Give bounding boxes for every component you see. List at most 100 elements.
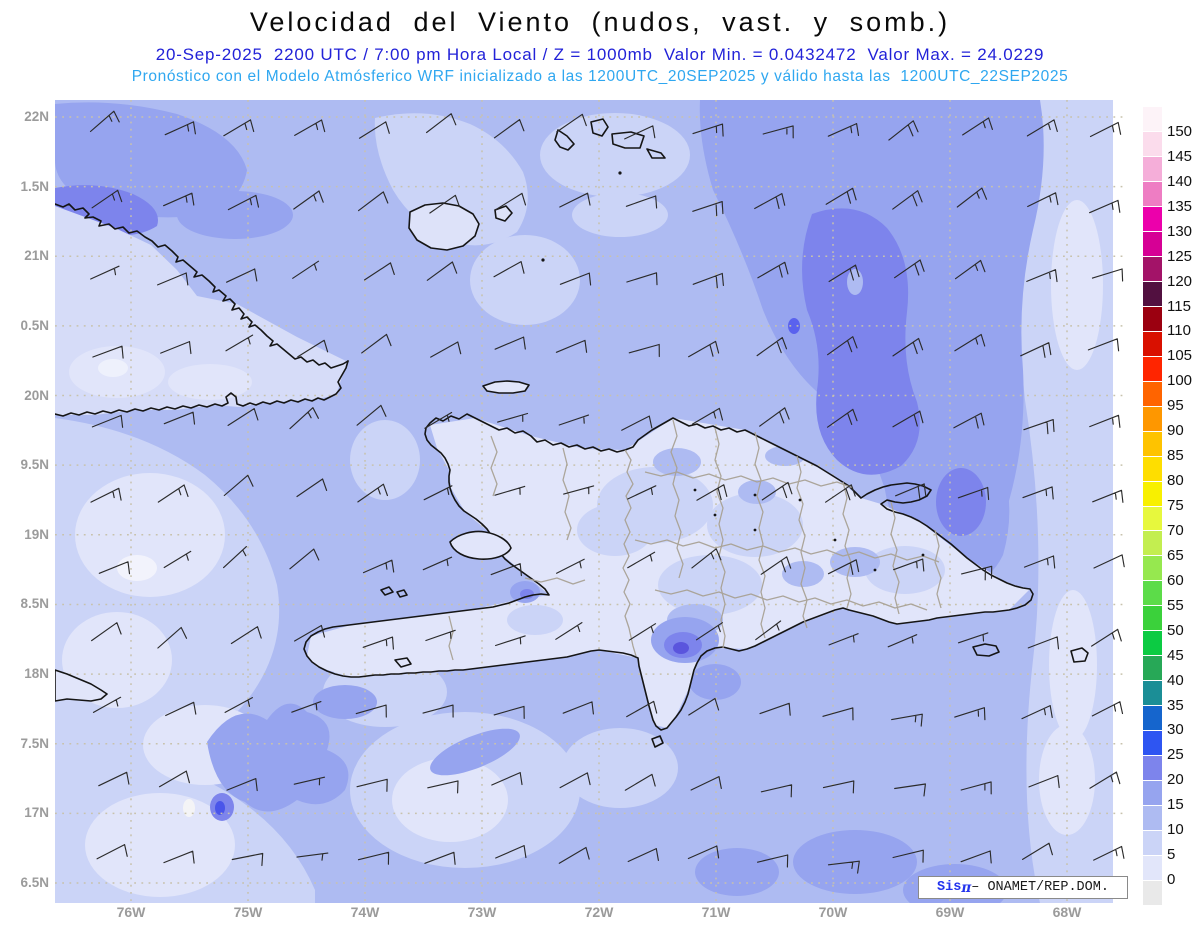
colorbar-band bbox=[1143, 606, 1162, 631]
colorbar-tick-label: 105 bbox=[1167, 347, 1193, 365]
coastlines bbox=[54, 118, 1089, 748]
colorbar-band bbox=[1143, 781, 1162, 806]
colorbar-tick-label: 10 bbox=[1167, 821, 1184, 839]
colorbar-band bbox=[1143, 831, 1162, 856]
colorbar-tick-label: 25 bbox=[1167, 746, 1184, 764]
lat-label: 17N bbox=[24, 805, 49, 821]
colorbar-band bbox=[1143, 156, 1162, 181]
colorbar-band bbox=[1143, 531, 1162, 556]
colorbar-band bbox=[1143, 756, 1162, 781]
lat-label: 0.5N bbox=[20, 317, 49, 333]
colorbar-tick-label: 15 bbox=[1167, 796, 1184, 814]
beata-island bbox=[651, 735, 664, 748]
colorbar-tick-label: 0 bbox=[1167, 871, 1176, 889]
mona-island bbox=[1070, 647, 1089, 663]
colorbar-band bbox=[1143, 107, 1162, 131]
colorbar-band bbox=[1143, 581, 1162, 606]
gonave-island bbox=[449, 530, 512, 560]
colorbar-tick-label: 130 bbox=[1167, 222, 1193, 240]
tortuga-island bbox=[482, 380, 530, 394]
lat-label: 20N bbox=[24, 387, 49, 403]
page-title: Velocidad del Viento (nudos, vast. y som… bbox=[249, 7, 951, 37]
saona-island bbox=[972, 643, 1000, 657]
colorbar-band bbox=[1143, 881, 1162, 905]
colorbar-tick-label: 125 bbox=[1167, 247, 1193, 265]
lat-label: 1.5N bbox=[20, 178, 49, 194]
colorbar-band bbox=[1143, 856, 1162, 881]
colorbar-tick-label: 100 bbox=[1167, 372, 1193, 390]
field-right-margin bbox=[1113, 100, 1125, 903]
colorbar-tick-label: 80 bbox=[1167, 472, 1184, 490]
pi-symbol: π bbox=[961, 879, 972, 896]
colorbar-tick-label: 20 bbox=[1167, 771, 1184, 789]
colorbar-tick-label: 85 bbox=[1167, 447, 1184, 465]
lon-label: 76W bbox=[116, 904, 146, 920]
colorbar-tick-label: 115 bbox=[1167, 297, 1191, 315]
colorbar-band bbox=[1143, 206, 1162, 231]
colorbar-tick-label: 55 bbox=[1167, 596, 1184, 614]
colorbar-tick-label: 90 bbox=[1167, 422, 1184, 440]
colorbar-band bbox=[1143, 681, 1162, 706]
lat-label: 18N bbox=[24, 666, 49, 682]
colorbar-tick-label: 50 bbox=[1167, 621, 1184, 639]
wind-barb-glyphs bbox=[89, 110, 1125, 874]
attribution-org: ONAMET/REP.DOM. bbox=[987, 880, 1109, 895]
cayemites-islets bbox=[380, 586, 408, 598]
field-shading bbox=[55, 100, 1125, 916]
colorbar-band bbox=[1143, 406, 1162, 431]
lat-label: 19N bbox=[24, 526, 49, 542]
colorbar-band bbox=[1143, 131, 1162, 156]
lat-label: 9.5N bbox=[20, 457, 49, 473]
lon-label: 75W bbox=[233, 904, 263, 920]
colorbar-band bbox=[1143, 256, 1162, 281]
colorbar-tick-label: 40 bbox=[1167, 671, 1184, 689]
wind-speed-colorbar bbox=[1143, 107, 1162, 905]
colorbar-tick-label: 145 bbox=[1167, 147, 1193, 165]
colorbar-band bbox=[1143, 181, 1162, 206]
colorbar-tick-label: 35 bbox=[1167, 696, 1184, 714]
colorbar-band bbox=[1143, 331, 1162, 356]
colorbar-band bbox=[1143, 706, 1162, 731]
colorbar-band bbox=[1143, 306, 1162, 331]
colorbar-tick-label: 70 bbox=[1167, 521, 1184, 539]
colorbar-tick-label: 95 bbox=[1167, 397, 1184, 415]
colorbar-band bbox=[1143, 806, 1162, 831]
lon-label: 72W bbox=[584, 904, 614, 920]
lon-label: 70W bbox=[818, 904, 848, 920]
attribution-box: Sis π – ONAMET/REP.DOM. bbox=[918, 876, 1128, 899]
subtitle-model-run: 20-Sep-2025 2200 UTC / 7:00 pm Hora Loca… bbox=[155, 45, 1045, 64]
lat-label: 21N bbox=[24, 248, 49, 264]
colorbar-band bbox=[1143, 506, 1162, 531]
colorbar-band bbox=[1143, 356, 1162, 381]
colorbar-band bbox=[1143, 431, 1162, 456]
colorbar-tick-label: 135 bbox=[1167, 197, 1193, 215]
colorbar-band bbox=[1143, 481, 1162, 506]
lon-label: 69W bbox=[935, 904, 965, 920]
lat-label: 7.5N bbox=[20, 735, 49, 751]
lon-label: 74W bbox=[350, 904, 380, 920]
lon-label: 68W bbox=[1052, 904, 1082, 920]
lon-label: 71W bbox=[701, 904, 731, 920]
colorbar-tick-label: 5 bbox=[1167, 846, 1176, 864]
jamaica-east-tip bbox=[54, 669, 108, 702]
colorbar-tick-label: 120 bbox=[1167, 272, 1193, 290]
colorbar-tick-label: 150 bbox=[1167, 122, 1193, 140]
wind-map-canvas bbox=[54, 100, 1125, 916]
colorbar-tick-label: 30 bbox=[1167, 721, 1184, 739]
colorbar-tick-label: 45 bbox=[1167, 646, 1184, 664]
colorbar-band bbox=[1143, 456, 1162, 481]
haiti-dr-border bbox=[622, 449, 637, 657]
colorbar-band bbox=[1143, 381, 1162, 406]
colorbar-band bbox=[1143, 231, 1162, 256]
lat-label: 22N bbox=[24, 109, 49, 124]
great-inagua-island bbox=[408, 202, 480, 251]
colorbar-tick-label: 60 bbox=[1167, 571, 1184, 589]
colorbar-tick-label: 140 bbox=[1167, 172, 1193, 190]
attribution-separator: – bbox=[971, 880, 988, 895]
colorbar-tick-label: 75 bbox=[1167, 497, 1184, 514]
colorbar-band bbox=[1143, 631, 1162, 656]
map-area: 22N 1.5N 21N 0.5N 20N 9.5N 19N 8.5N 18N 7.5N 17N 6.… bbox=[20, 100, 1125, 920]
colorbar-tick-label: 65 bbox=[1167, 546, 1184, 564]
colorbar-tick-label: 110 bbox=[1167, 322, 1191, 340]
